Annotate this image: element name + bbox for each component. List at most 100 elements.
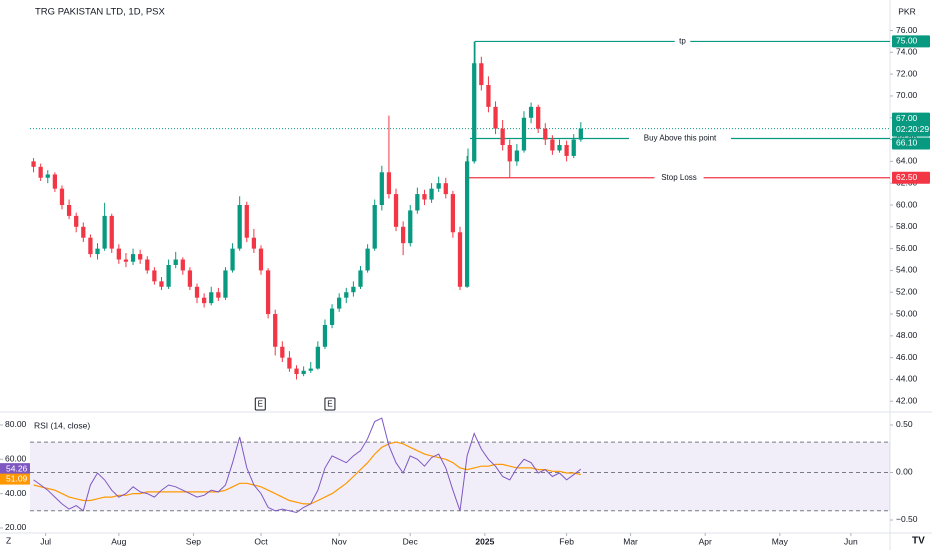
y-tick-label: 64.00 xyxy=(896,156,918,166)
y-tick-label: 56.00 xyxy=(896,243,918,253)
x-tick-label: Jul xyxy=(40,536,51,546)
candle-body xyxy=(294,368,299,375)
candle-body xyxy=(280,346,285,358)
rsi-y2-tick-label: −0.50 xyxy=(896,514,918,524)
event-label: E xyxy=(327,400,332,409)
candle-body xyxy=(202,297,207,304)
candle-body xyxy=(81,226,86,238)
candle-body xyxy=(450,194,456,233)
candle-body xyxy=(308,368,313,371)
candle-body xyxy=(557,145,562,151)
x-tick-label: Nov xyxy=(332,536,348,546)
y-tick-label: 70.00 xyxy=(896,90,918,100)
candle-body xyxy=(237,205,242,249)
event-box xyxy=(324,397,336,411)
y-tick-label: 48.00 xyxy=(896,330,918,340)
rsi-y2-tick-label: 0.00 xyxy=(896,467,913,477)
candle-body xyxy=(95,248,100,255)
rsi-ma-values xyxy=(33,441,581,505)
candle-body xyxy=(422,194,427,200)
candle-body xyxy=(251,237,257,249)
candle-body xyxy=(564,145,569,156)
x-tick-label: Oct xyxy=(254,536,268,546)
candle-body xyxy=(436,183,441,189)
candle-body xyxy=(536,106,541,129)
rsi-band xyxy=(30,442,890,511)
candle-body xyxy=(159,281,164,287)
level-price-box xyxy=(892,171,930,184)
candle-body xyxy=(408,210,413,244)
candle-body xyxy=(365,248,370,271)
candle-body xyxy=(500,128,505,146)
level-name: tp xyxy=(679,37,686,46)
candle-body xyxy=(514,150,519,162)
candle-body xyxy=(578,128,583,140)
candle-body xyxy=(521,117,527,151)
candle-body xyxy=(102,215,107,249)
candle-body xyxy=(322,324,328,347)
scale-button[interactable]: Z xyxy=(6,535,11,545)
y-tick-label: 50.00 xyxy=(896,308,918,318)
candle-body xyxy=(152,270,157,282)
last-price-label: 67.00 xyxy=(896,113,918,123)
candle-body xyxy=(173,259,178,265)
x-tick-label: Feb xyxy=(559,536,574,546)
level-price-label: 62.50 xyxy=(896,172,918,182)
candle-body xyxy=(329,308,335,325)
y-tick-label: 74.00 xyxy=(896,47,918,57)
y-tick-label: 72.00 xyxy=(896,68,918,78)
candle-body xyxy=(130,254,136,262)
candle-body xyxy=(223,270,228,298)
rsi-y-tick-label: 40.00 xyxy=(5,488,27,498)
candle-body xyxy=(415,194,420,211)
rsi-y-tick-label: 80.00 xyxy=(5,419,27,429)
candle-body xyxy=(88,237,93,255)
x-tick-label: 2025 xyxy=(475,536,494,546)
candle-body xyxy=(52,174,58,189)
y-tick-label: 52.00 xyxy=(896,286,918,296)
x-tick-label: Sep xyxy=(186,536,201,546)
rsi-y2-tick-label: 0.50 xyxy=(896,419,913,429)
rsi-y-tick-label: 20.00 xyxy=(5,522,27,532)
logo-mark: TV xyxy=(912,536,925,547)
candle-body xyxy=(464,161,470,287)
chart-title: TRG PAKISTAN LTD, 1D, PSX xyxy=(35,7,166,18)
candle-body xyxy=(507,145,512,162)
candle-body xyxy=(109,215,114,249)
candle-body xyxy=(386,172,392,195)
candle-body xyxy=(393,194,399,227)
candle-body xyxy=(493,106,498,129)
candle-body xyxy=(337,297,342,309)
candle-body xyxy=(45,174,50,178)
candle-body xyxy=(358,270,363,287)
candle-body xyxy=(379,172,384,205)
level-price-label: 66.10 xyxy=(896,138,918,148)
level-name-bg xyxy=(654,172,704,183)
rsi-ma-box xyxy=(0,473,30,485)
currency: PKR xyxy=(898,6,915,16)
last-price-box xyxy=(892,112,930,137)
x-tick-label: Apr xyxy=(699,536,712,546)
y-tick-label: 76.00 xyxy=(896,25,918,35)
candle-body xyxy=(315,346,320,369)
candle-body xyxy=(486,85,491,107)
y-tick-label: 44.00 xyxy=(896,374,918,384)
candle-body xyxy=(429,188,434,200)
y-tick-label: 42.00 xyxy=(896,396,918,406)
candle-body xyxy=(301,370,306,375)
candle-body xyxy=(479,63,484,86)
level-name-bg xyxy=(674,36,691,47)
candle-body xyxy=(145,259,150,271)
candle-body xyxy=(59,188,65,205)
candle-body xyxy=(166,264,171,287)
x-tick-label: Aug xyxy=(111,536,126,546)
candle-body xyxy=(66,205,72,216)
candle-body xyxy=(38,166,43,178)
candle-body xyxy=(265,270,271,315)
y-tick-label: 60.00 xyxy=(896,199,918,209)
event-box xyxy=(254,397,266,411)
candle-body xyxy=(372,205,377,249)
candle-body xyxy=(244,205,249,238)
candle-body xyxy=(187,270,193,287)
y-tick-label: 54.00 xyxy=(896,265,918,275)
